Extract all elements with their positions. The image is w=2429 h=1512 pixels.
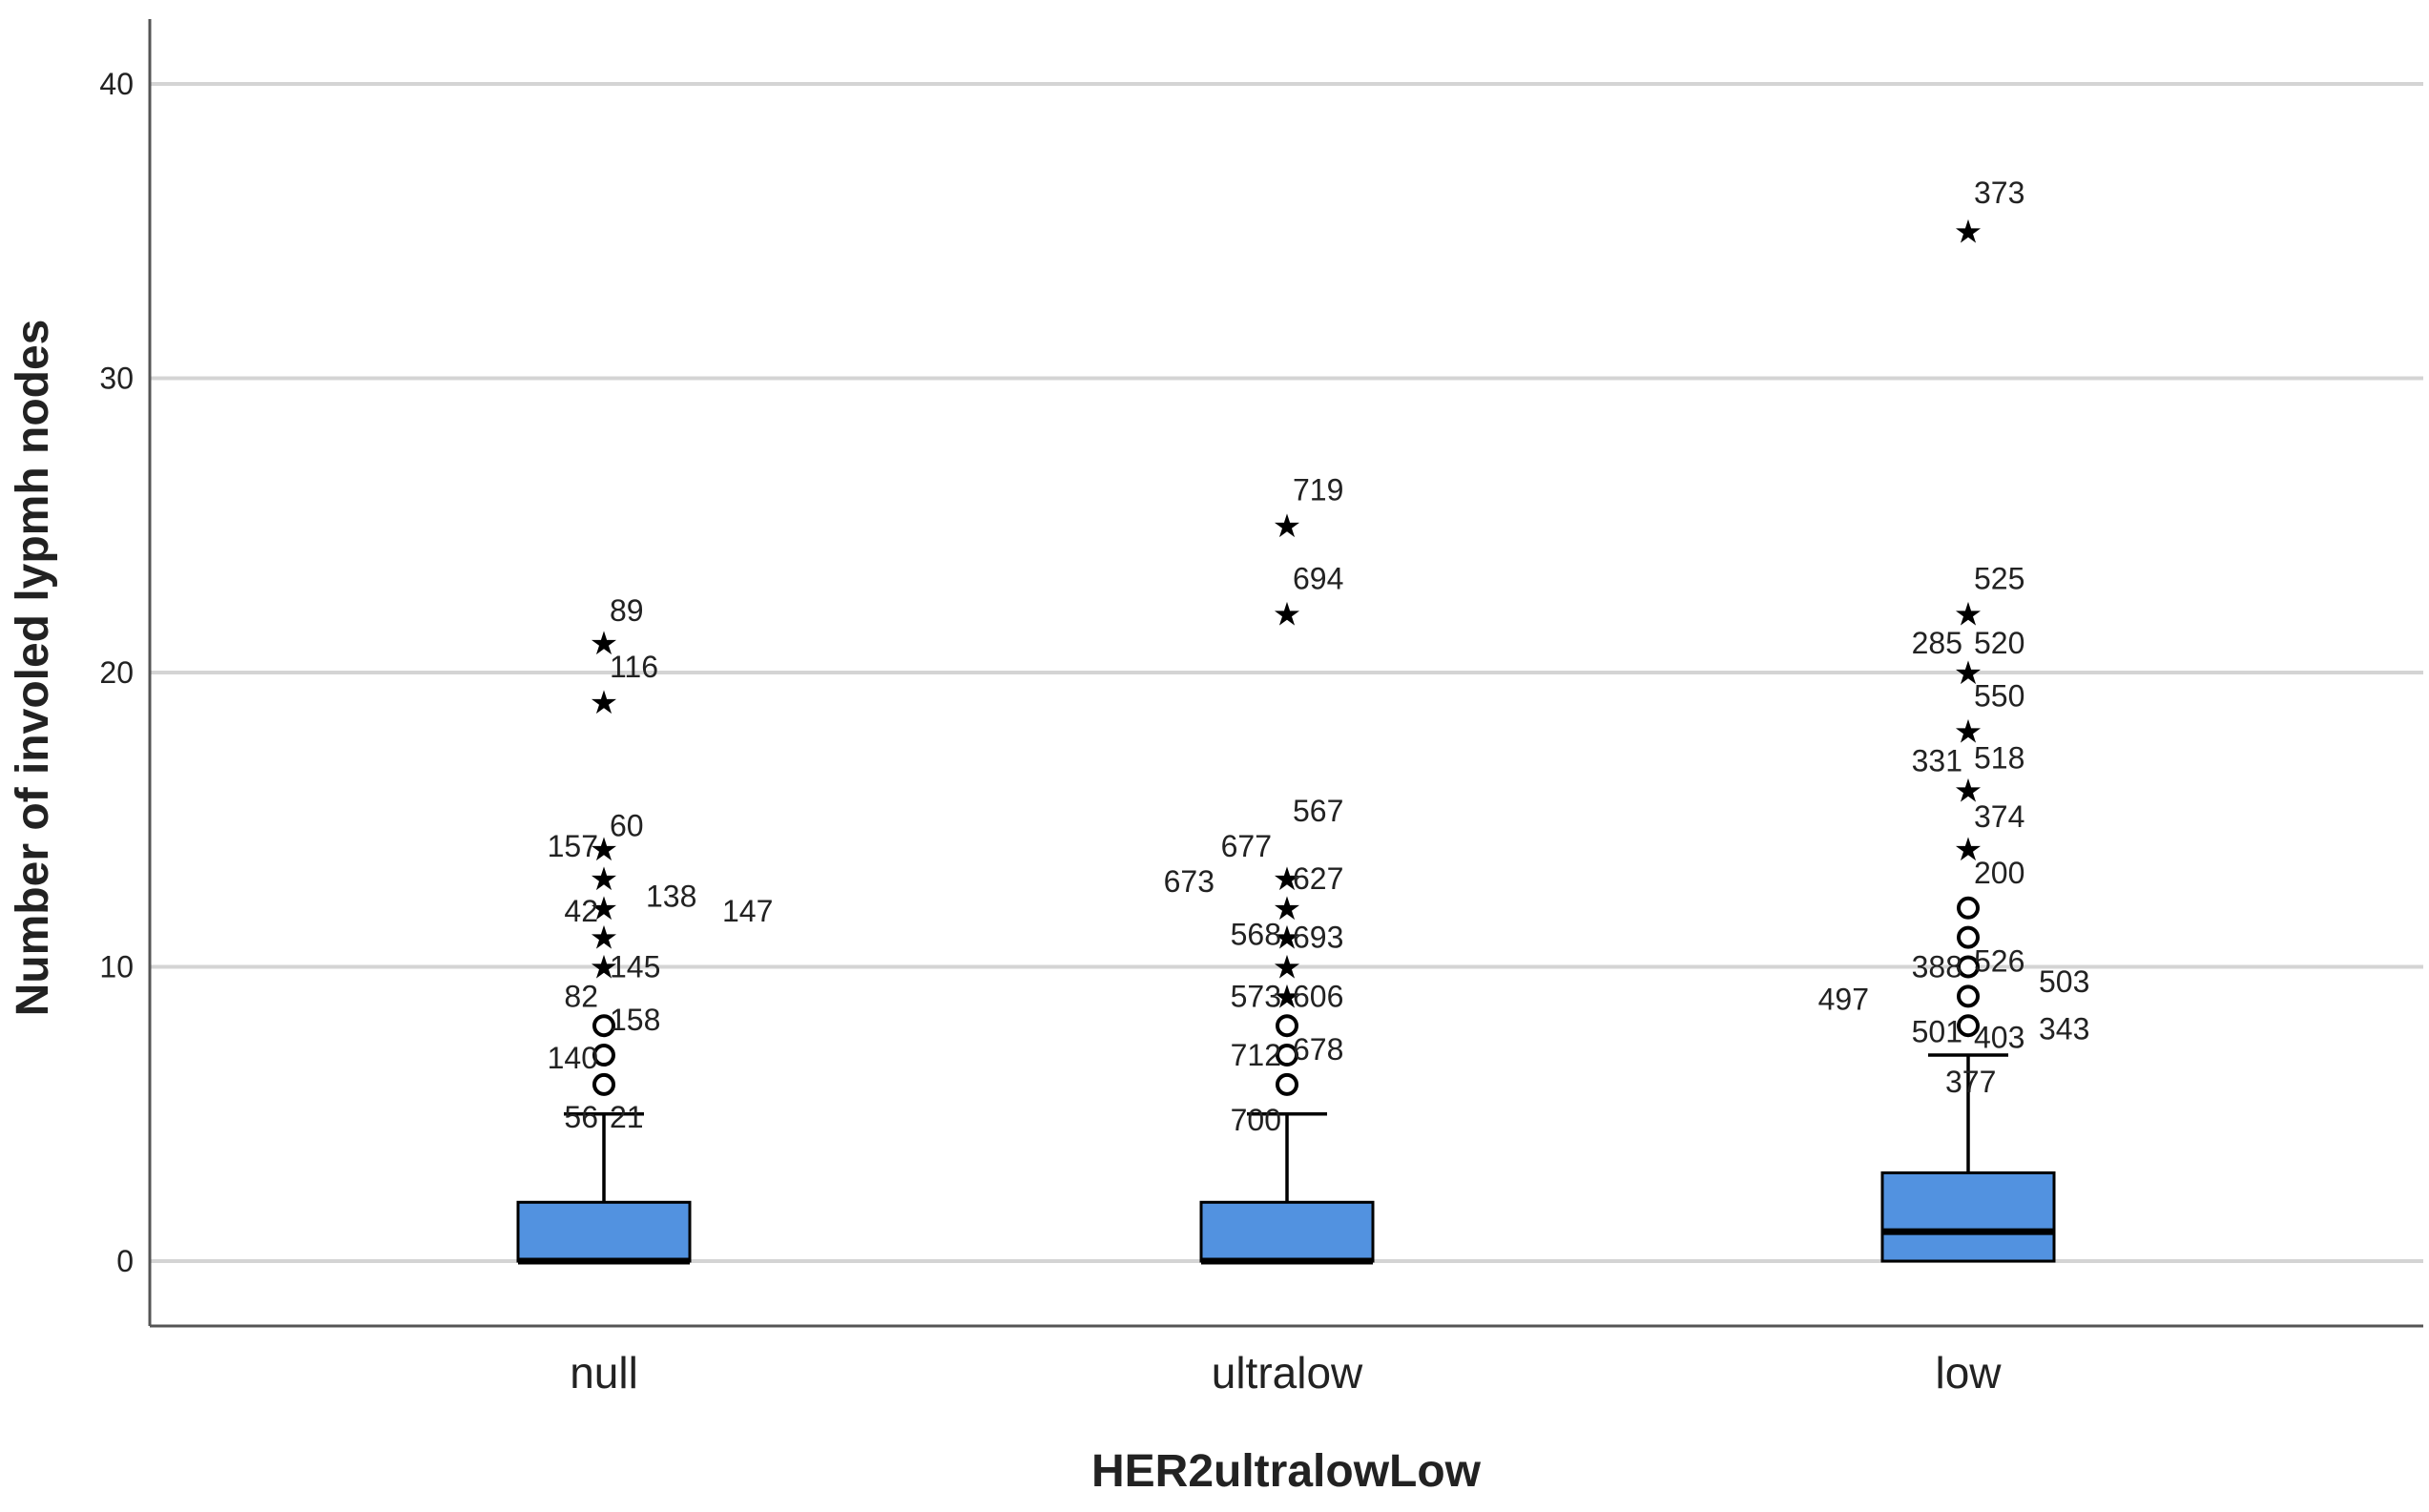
extreme-point: ★ [590,920,618,958]
case-label: 501 [1912,1014,1962,1048]
y-axis-title: Number of involed lypmh nodes [8,320,58,1017]
case-label: 89 [610,593,644,628]
outlier-point [1957,896,1980,920]
case-label: 518 [1974,740,2024,775]
extreme-point: ★ [590,625,618,663]
outlier-point [1957,955,1980,979]
case-label: 138 [646,879,696,913]
case-label: 627 [1293,861,1343,896]
outlier-point [1957,925,1980,949]
outlier-point [1276,1014,1298,1038]
case-label: 56 [564,1100,598,1134]
y-tick-label: 0 [116,1244,134,1278]
x-tick-label-null: null [570,1348,638,1398]
x-tick-label-low: low [1935,1348,2002,1398]
case-label: 403 [1974,1021,2024,1055]
case-labels: 89 116 60 157 138 147 42 145 82 158 140 56 21 719 694 5… [548,176,2090,1137]
y-axis-ticks: 0 10 20 30 40 [99,67,134,1278]
case-label: 374 [1974,799,2024,834]
extreme-point: ★ [1273,507,1301,546]
case-label: 694 [1293,561,1343,595]
extreme-point: ★ [1954,772,1983,810]
case-label: 147 [722,894,773,928]
outlier-point [1957,984,1980,1008]
case-label: 145 [610,950,660,984]
case-label: 503 [2039,964,2089,999]
outlier-point [592,1072,615,1096]
case-label: 140 [548,1041,598,1075]
extreme-point: ★ [1954,595,1983,633]
extreme-point: ★ [1954,714,1983,752]
extreme-point: ★ [1273,860,1301,899]
category-labels: null ultralow low [570,1348,2002,1398]
extreme-point: ★ [1273,949,1301,987]
case-label: 693 [1293,921,1343,955]
case-label: 526 [1974,943,2024,978]
case-label: 331 [1912,744,1962,778]
x-tick-label-ultralow: ultralow [1212,1348,1363,1398]
case-label: 82 [564,979,598,1013]
case-label: 285 [1912,626,1962,660]
case-label: 158 [610,1003,660,1037]
case-label: 678 [1293,1032,1343,1067]
case-label: 550 [1974,679,2024,714]
extreme-point: ★ [1954,654,1983,693]
box-low [1880,1170,2056,1263]
extreme-point: ★ [1273,978,1301,1016]
extreme-point: ★ [1273,595,1301,633]
extreme-point: ★ [1954,213,1983,251]
case-label: 200 [1974,856,2024,890]
extreme-point: ★ [1273,920,1301,958]
x-axis-title: HER2ultralowLow [1091,1446,1482,1497]
case-label: 677 [1221,829,1272,863]
outlier-points: ★★★★★★★★★★★★★★★★★★★★ [590,213,1983,1096]
extreme-point: ★ [590,831,618,869]
case-label: 60 [610,808,644,842]
extreme-point: ★ [590,684,618,722]
y-tick-label: 10 [99,950,134,984]
extreme-point: ★ [590,890,618,928]
case-label: 116 [610,650,658,684]
case-label: 573 [1231,979,1281,1013]
case-label: 712 [1231,1038,1281,1072]
case-label: 497 [1818,982,1869,1016]
outlier-point [592,1044,615,1067]
case-label: 567 [1293,794,1343,828]
y-tick-label: 40 [99,67,134,101]
extreme-point: ★ [1273,890,1301,928]
case-label: 525 [1974,561,2024,595]
case-label: 520 [1974,626,2024,660]
outlier-point [1276,1044,1298,1067]
case-label: 377 [1945,1065,1996,1099]
case-label: 606 [1293,979,1343,1013]
y-tick-label: 20 [99,655,134,690]
case-label: 673 [1164,864,1214,899]
case-label: 373 [1974,176,2024,210]
box-ultralow [1199,1200,1375,1263]
case-label: 568 [1231,918,1281,952]
case-label: 343 [2039,1011,2089,1046]
case-label: 719 [1293,473,1343,507]
case-label: 700 [1231,1103,1281,1137]
outlier-point [1276,1072,1298,1096]
outlier-point [592,1014,615,1038]
outlier-point [1957,1014,1980,1038]
case-label: 42 [564,894,598,928]
extreme-point: ★ [590,949,618,987]
y-tick-label: 30 [99,362,134,396]
case-label: 388 [1912,950,1962,984]
boxes [516,1053,2056,1265]
axes [148,19,2423,1328]
case-label: 157 [548,829,598,863]
box-null [516,1200,692,1263]
extreme-point: ★ [590,860,618,899]
case-label: 21 [610,1100,644,1134]
extreme-point: ★ [1954,831,1983,869]
